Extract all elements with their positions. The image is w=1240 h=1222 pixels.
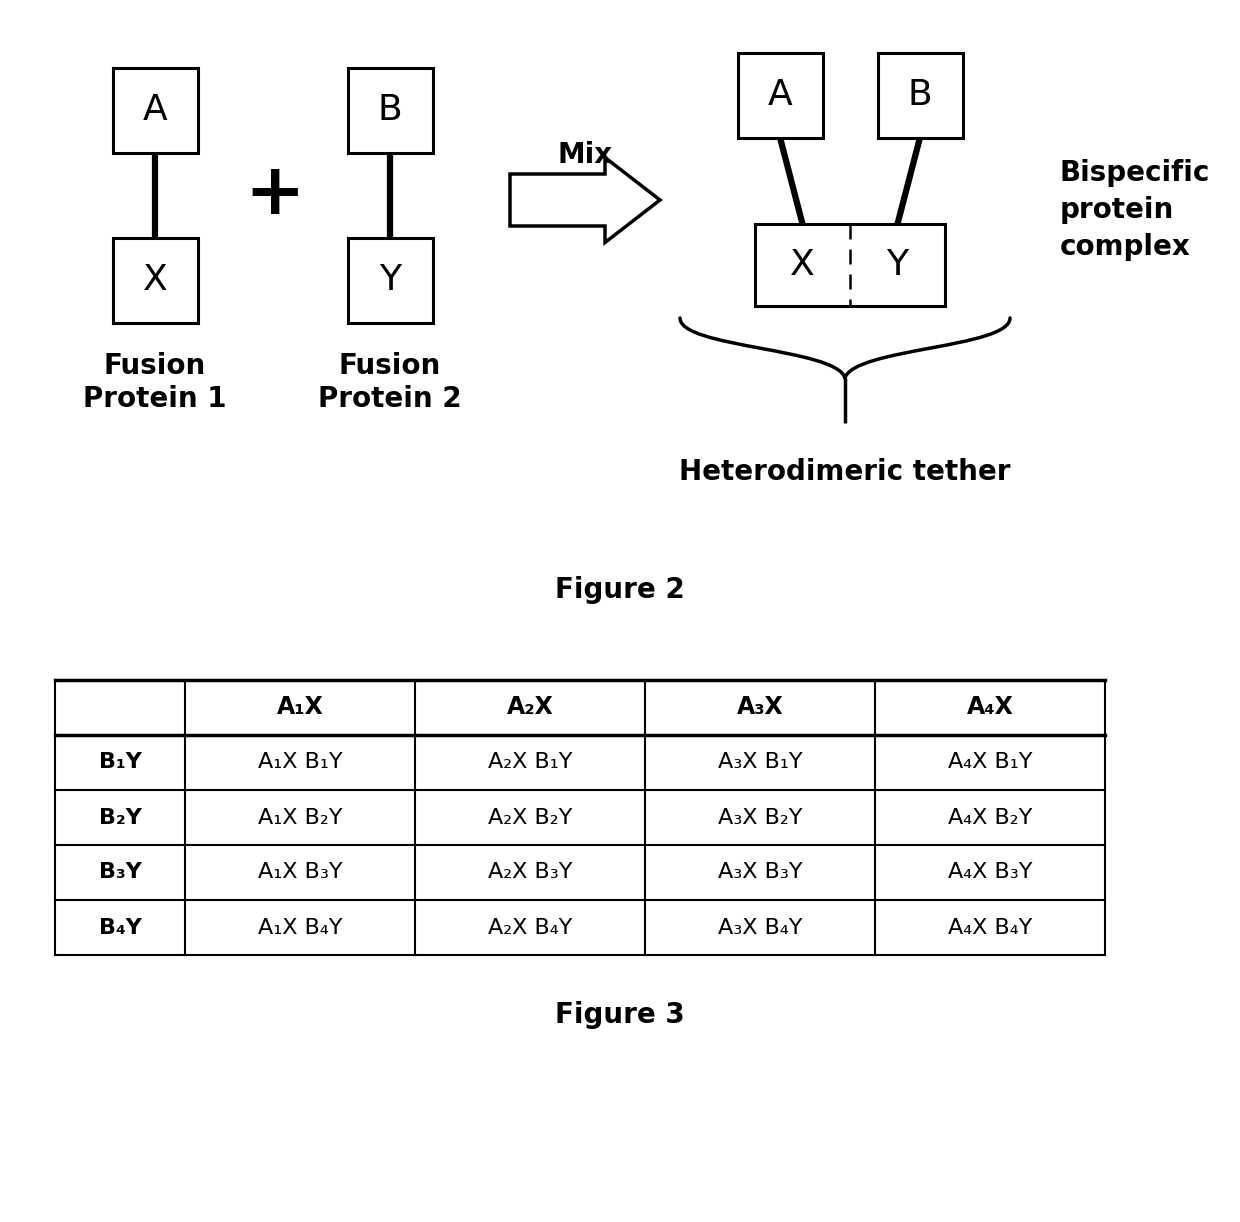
Text: A₄X: A₄X (966, 695, 1013, 720)
Text: A₁X B₂Y: A₁X B₂Y (258, 808, 342, 827)
Text: Figure 2: Figure 2 (556, 576, 684, 604)
Text: B₁Y: B₁Y (98, 753, 141, 772)
Text: B₃Y: B₃Y (98, 863, 141, 882)
Text: Y: Y (887, 248, 909, 282)
Text: A₁X: A₁X (277, 695, 324, 720)
Text: A₂X: A₂X (507, 695, 553, 720)
Bar (347, 67, 433, 153)
Bar (738, 53, 822, 138)
Text: Bispecific
protein
complex: Bispecific protein complex (1060, 159, 1210, 260)
Bar (113, 67, 197, 153)
Text: Fusion
Protein 1: Fusion Protein 1 (83, 352, 227, 413)
Text: A₄X B₃Y: A₄X B₃Y (947, 863, 1032, 882)
Text: +: + (244, 160, 305, 230)
FancyArrow shape (510, 158, 660, 242)
Text: A₂X B₂Y: A₂X B₂Y (487, 808, 572, 827)
Bar (113, 237, 197, 323)
Text: A₃X B₂Y: A₃X B₂Y (718, 808, 802, 827)
Text: Figure 3: Figure 3 (556, 1001, 684, 1029)
Text: A₂X B₄Y: A₂X B₄Y (487, 918, 572, 937)
Bar (347, 237, 433, 323)
Text: B₄Y: B₄Y (98, 918, 141, 937)
Text: B: B (908, 78, 932, 112)
Text: A₁X B₄Y: A₁X B₄Y (258, 918, 342, 937)
Text: A₂X B₃Y: A₂X B₃Y (487, 863, 572, 882)
Text: Heterodimeric tether: Heterodimeric tether (680, 458, 1011, 486)
Text: A₂X B₁Y: A₂X B₁Y (487, 753, 572, 772)
Text: B₂Y: B₂Y (98, 808, 141, 827)
Text: A: A (768, 78, 792, 112)
Text: X: X (790, 248, 815, 282)
Text: X: X (143, 263, 167, 297)
Text: Y: Y (379, 263, 401, 297)
Text: B: B (378, 93, 402, 127)
Bar (878, 53, 962, 138)
Text: A₃X B₁Y: A₃X B₁Y (718, 753, 802, 772)
Text: A₄X B₄Y: A₄X B₄Y (947, 918, 1032, 937)
Bar (755, 224, 945, 306)
Text: Fusion
Protein 2: Fusion Protein 2 (319, 352, 461, 413)
Text: A₁X B₃Y: A₁X B₃Y (258, 863, 342, 882)
Text: Mix: Mix (558, 141, 613, 169)
Text: A₃X B₄Y: A₃X B₄Y (718, 918, 802, 937)
Text: A₃X: A₃X (737, 695, 784, 720)
Text: A: A (143, 93, 167, 127)
Text: A₄X B₂Y: A₄X B₂Y (947, 808, 1032, 827)
Text: A₃X B₃Y: A₃X B₃Y (718, 863, 802, 882)
Text: A₄X B₁Y: A₄X B₁Y (947, 753, 1032, 772)
Text: A₁X B₁Y: A₁X B₁Y (258, 753, 342, 772)
